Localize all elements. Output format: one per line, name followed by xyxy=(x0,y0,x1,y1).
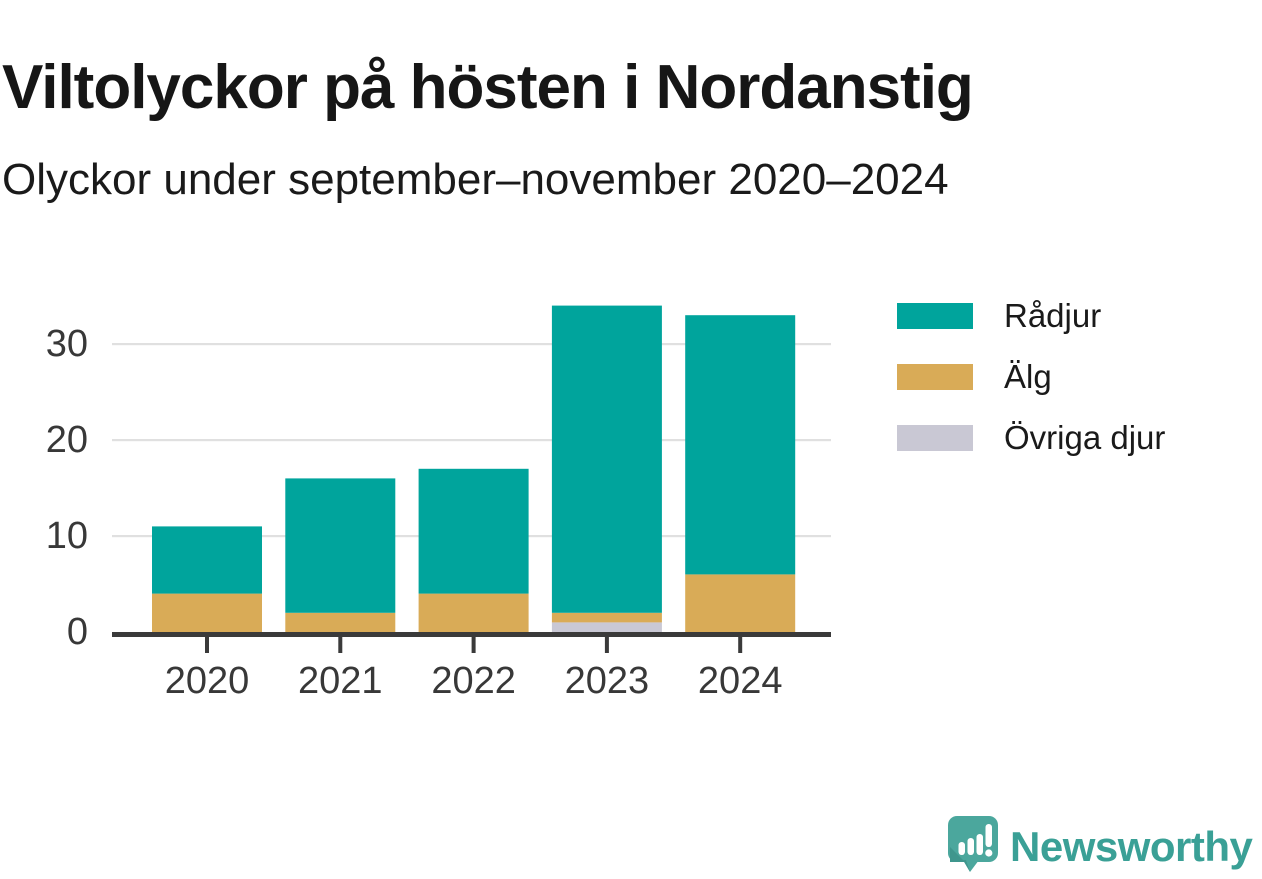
x-axis-tick xyxy=(338,637,343,653)
x-axis-tick xyxy=(738,637,743,653)
legend-item: Älg xyxy=(897,358,1165,395)
x-axis-tick xyxy=(604,637,609,653)
newsworthy-speech-bubble-chart-icon xyxy=(948,816,998,872)
chart-subtitle: Olyckor under september–november 2020–20… xyxy=(2,155,949,204)
brand-wordmark: Newsworthy xyxy=(1010,823,1253,870)
bar-segment-rådjur xyxy=(285,478,396,613)
bar-segment-övriga-djur xyxy=(551,622,662,632)
y-axis-tick-label: 30 xyxy=(46,323,88,365)
legend-label: Älg xyxy=(1004,358,1052,395)
legend-swatch-icon xyxy=(897,425,973,451)
legend-item: Rådjur xyxy=(897,297,1165,334)
x-axis-tick xyxy=(205,637,209,653)
legend-swatch-icon xyxy=(897,303,973,329)
bar-segment-rådjur xyxy=(418,468,529,594)
x-axis-tick-label: 2020 xyxy=(165,660,250,702)
x-axis-line xyxy=(112,632,831,637)
x-axis-tick-label: 2022 xyxy=(431,660,516,702)
x-axis-tick-label: 2024 xyxy=(698,660,783,702)
page-title: Viltolyckor på hösten i Nordanstig xyxy=(2,52,974,122)
y-axis-tick-label: 20 xyxy=(46,419,88,461)
chart-legend: Rådjur Älg Övriga djur xyxy=(897,297,1165,486)
bar-segment-rådjur xyxy=(551,305,662,613)
x-axis-tick-label: 2023 xyxy=(565,660,650,702)
gridline xyxy=(112,343,831,346)
legend-swatch-icon xyxy=(897,364,973,390)
bar-segment-rådjur xyxy=(685,315,796,575)
bar-segment-rådjur xyxy=(152,526,262,594)
legend-item: Övriga djur xyxy=(897,419,1165,456)
bar-segment-älg xyxy=(152,593,262,632)
x-axis-tick xyxy=(471,637,476,653)
brand-logo: Newsworthy xyxy=(946,814,1253,874)
y-axis-tick-label: 0 xyxy=(67,611,88,653)
y-axis-tick-label: 10 xyxy=(46,515,88,557)
bar-segment-älg xyxy=(418,593,529,632)
bar-segment-älg xyxy=(551,612,662,623)
legend-label: Rådjur xyxy=(1004,297,1102,334)
x-axis-tick-label: 2021 xyxy=(298,660,383,702)
bar-segment-älg xyxy=(285,612,396,632)
bar-segment-älg xyxy=(685,574,796,632)
legend-label: Övriga djur xyxy=(1004,419,1166,456)
gridline xyxy=(112,439,831,442)
